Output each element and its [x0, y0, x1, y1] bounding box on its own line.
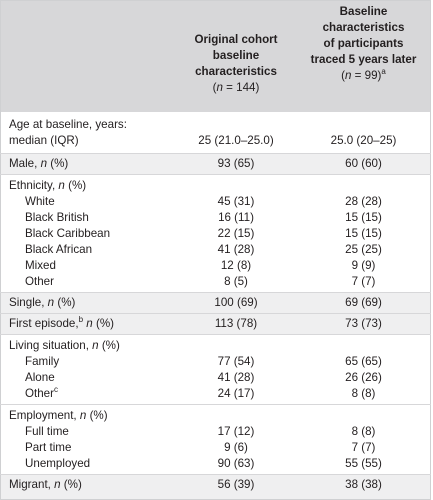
cell-original: 45 (31) 16 (11) 22 (15) 41 (28) 12 (8) 8…	[171, 173, 301, 292]
header-text: Original cohort	[194, 33, 278, 46]
cell-traced: 28 (28) 15 (15) 15 (15) 25 (25) 9 (9) 7 …	[301, 173, 431, 292]
cell-traced: 65 (65) 26 (26) 8 (8)	[301, 333, 431, 404]
table-row-ethnicity: Ethnicity, n (%) White Black British Bla…	[0, 173, 431, 292]
table-row-single: Single, n (%) 100 (69) 69 (69)	[0, 291, 431, 313]
cell-original: 100 (69)	[171, 291, 301, 313]
table-row-age: Age at baseline, years: median (IQR) 25 …	[0, 111, 431, 153]
header-text: characteristics	[195, 65, 277, 78]
table-row-male: Male, n (%) 93 (65) 60 (60)	[0, 152, 431, 174]
cell-traced: 69 (69)	[301, 291, 431, 313]
header-text: baseline	[212, 49, 260, 62]
cell-traced: 8 (8) 7 (7) 55 (55)	[301, 403, 431, 474]
cell-original: 77 (54) 41 (28) 24 (17)	[171, 333, 301, 404]
cell-traced: 73 (73)	[301, 312, 431, 334]
header-original-cohort: Original cohort baseline characteristics…	[171, 1, 301, 112]
row-label: Age at baseline, years: median (IQR)	[9, 117, 127, 147]
cell-original: 25 (21.0–25.0)	[198, 133, 274, 147]
table-row-employment: Employment, n (%) Full time Part time Un…	[0, 403, 431, 474]
cell-original: 113 (78)	[171, 312, 301, 334]
header-n: (n = 144)	[212, 81, 260, 94]
header-text: Baseline	[339, 5, 388, 18]
cell-traced: 60 (60)	[301, 152, 431, 174]
cell-traced: 38 (38)	[301, 473, 431, 496]
row-label: Single, n (%)	[0, 291, 171, 313]
row-label: Ethnicity, n (%) White Black British Bla…	[0, 173, 171, 292]
cell-original: 93 (65)	[171, 152, 301, 174]
row-label: First episode,b n (%)	[0, 312, 171, 334]
cell-original: 17 (12) 9 (6) 90 (63)	[171, 403, 301, 474]
header-text: of participants	[323, 37, 404, 50]
header-traced-participants: Baseline characteristics of participants…	[301, 1, 431, 112]
row-label: Living situation, n (%) Family Alone Oth…	[0, 333, 171, 404]
row-label: Male, n (%)	[0, 152, 171, 174]
cell-original: 56 (39)	[171, 473, 301, 496]
cell-traced: 25.0 (20–25)	[330, 133, 397, 147]
row-label: Migrant, n (%)	[0, 473, 171, 496]
header-text: traced 5 years later	[310, 53, 417, 66]
table-header-row: Original cohort baseline characteristics…	[0, 0, 431, 112]
table-bottom-rule	[0, 495, 431, 500]
table-row-migrant: Migrant, n (%) 56 (39) 38 (38)	[0, 473, 431, 496]
row-label: Employment, n (%) Full time Part time Un…	[0, 403, 171, 474]
table-row-living-situation: Living situation, n (%) Family Alone Oth…	[0, 333, 431, 404]
table-row-first-episode: First episode,b n (%) 113 (78) 73 (73)	[0, 312, 431, 334]
header-text: characteristics	[322, 21, 405, 34]
header-n: (n = 99)a	[341, 67, 386, 82]
header-empty-cell	[1, 1, 172, 112]
